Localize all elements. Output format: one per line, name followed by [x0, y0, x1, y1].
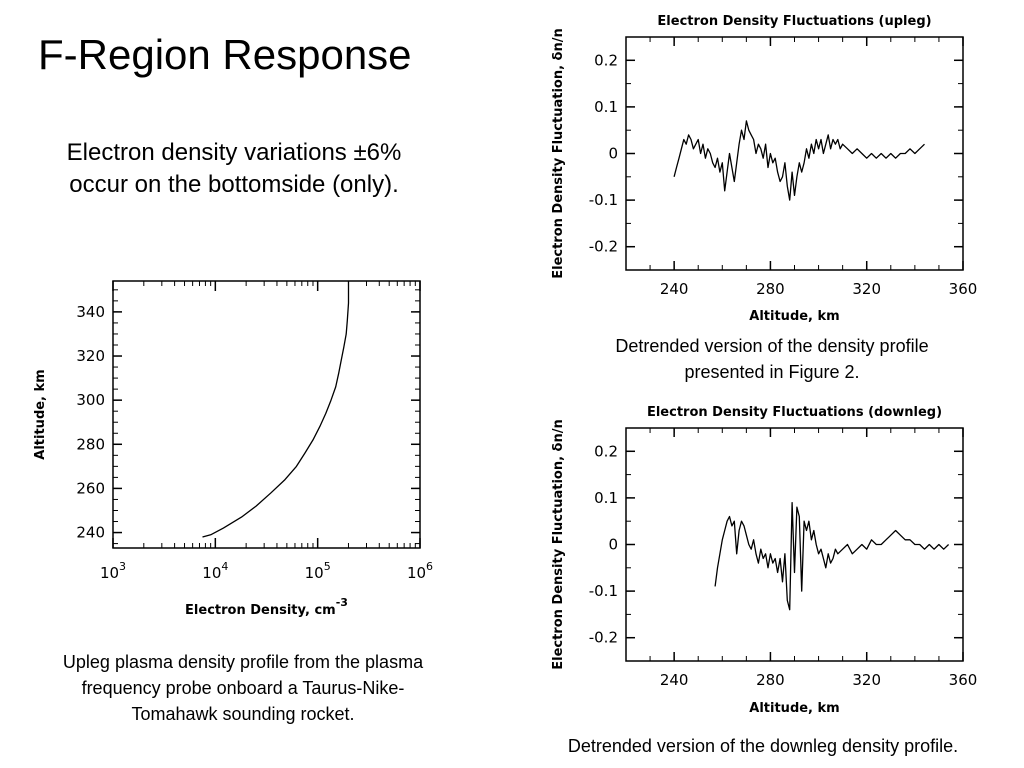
x-tick-label: 240 — [660, 280, 689, 298]
bottom-right-caption: Detrended version of the downleg density… — [508, 733, 1018, 759]
y-tick-label: 0.1 — [594, 98, 618, 116]
y-tick-label: 240 — [76, 524, 105, 542]
y-tick-label: 260 — [76, 479, 105, 497]
slide-title: F-Region Response — [38, 31, 412, 78]
x-tick-label: 106 — [407, 560, 433, 582]
top-right-caption: Detrended version of the density profile… — [548, 333, 996, 385]
y-tick-label: 0.1 — [594, 489, 618, 507]
x-tick-label: 104 — [202, 560, 228, 582]
y-tick-label: -0.2 — [589, 238, 618, 256]
plot-frame — [625, 427, 964, 662]
y-tick-label: 0 — [608, 536, 618, 554]
y-tick-label: 0.2 — [594, 51, 618, 69]
x-tick-label: 320 — [852, 280, 881, 298]
left-caption-line-2: frequency probe onboard a Taurus-Nike- — [81, 678, 405, 699]
y-axis-title: Altitude, km — [33, 369, 48, 459]
y-tick-label: -0.1 — [589, 582, 618, 600]
chart-title: Electron Density Fluctuations (upleg) — [657, 14, 931, 29]
plot-frame — [112, 280, 421, 549]
x-axis-title: Electron Density, cm-3 — [185, 596, 348, 618]
y-tick-label: -0.2 — [589, 629, 618, 647]
left-caption: Upleg plasma density profile from the pl… — [8, 649, 478, 727]
x-tick-label: 105 — [305, 560, 331, 582]
y-tick-label: -0.1 — [589, 191, 618, 209]
slide-subtitle: Electron density variations ±6% occur on… — [14, 137, 454, 202]
chart-title: Electron Density Fluctuations (downleg) — [647, 405, 942, 420]
data-line — [714, 501, 950, 611]
subtitle-line-1: Electron density variations ±6% — [66, 139, 402, 166]
x-tick-label: 320 — [852, 671, 881, 689]
data-line — [202, 281, 350, 538]
top-right-caption-line-1: Detrended version of the density profile — [615, 336, 929, 356]
y-tick-label: 340 — [76, 303, 105, 321]
x-tick-label: 103 — [100, 560, 126, 582]
top-right-caption-line-2: presented in Figure 2. — [684, 362, 860, 383]
y-tick-label: 320 — [76, 347, 105, 365]
x-tick-label: 280 — [756, 280, 785, 298]
x-tick-label: 360 — [949, 671, 978, 689]
y-axis-title: Electron Density Fluctuation, δn/n — [551, 419, 566, 670]
x-axis-title: Altitude, km — [749, 309, 839, 324]
y-axis-title: Electron Density Fluctuation, δn/n — [551, 28, 566, 279]
y-tick-label: 0 — [608, 145, 618, 163]
left-caption-line-1: Upleg plasma density profile from the pl… — [62, 652, 424, 672]
subtitle-line-2: occur on the bottomside (only). — [69, 171, 399, 199]
x-tick-label: 280 — [756, 671, 785, 689]
y-tick-label: 280 — [76, 435, 105, 453]
left-caption-line-3: Tomahawk sounding rocket. — [131, 704, 355, 725]
x-tick-label: 240 — [660, 671, 689, 689]
data-line — [673, 120, 925, 201]
bottom-right-caption-line-1: Detrended version of the downleg density… — [567, 736, 959, 756]
x-tick-label: 360 — [949, 280, 978, 298]
y-tick-label: 0.2 — [594, 442, 618, 460]
x-axis-title: Altitude, km — [749, 701, 839, 716]
y-tick-label: 300 — [76, 391, 105, 409]
